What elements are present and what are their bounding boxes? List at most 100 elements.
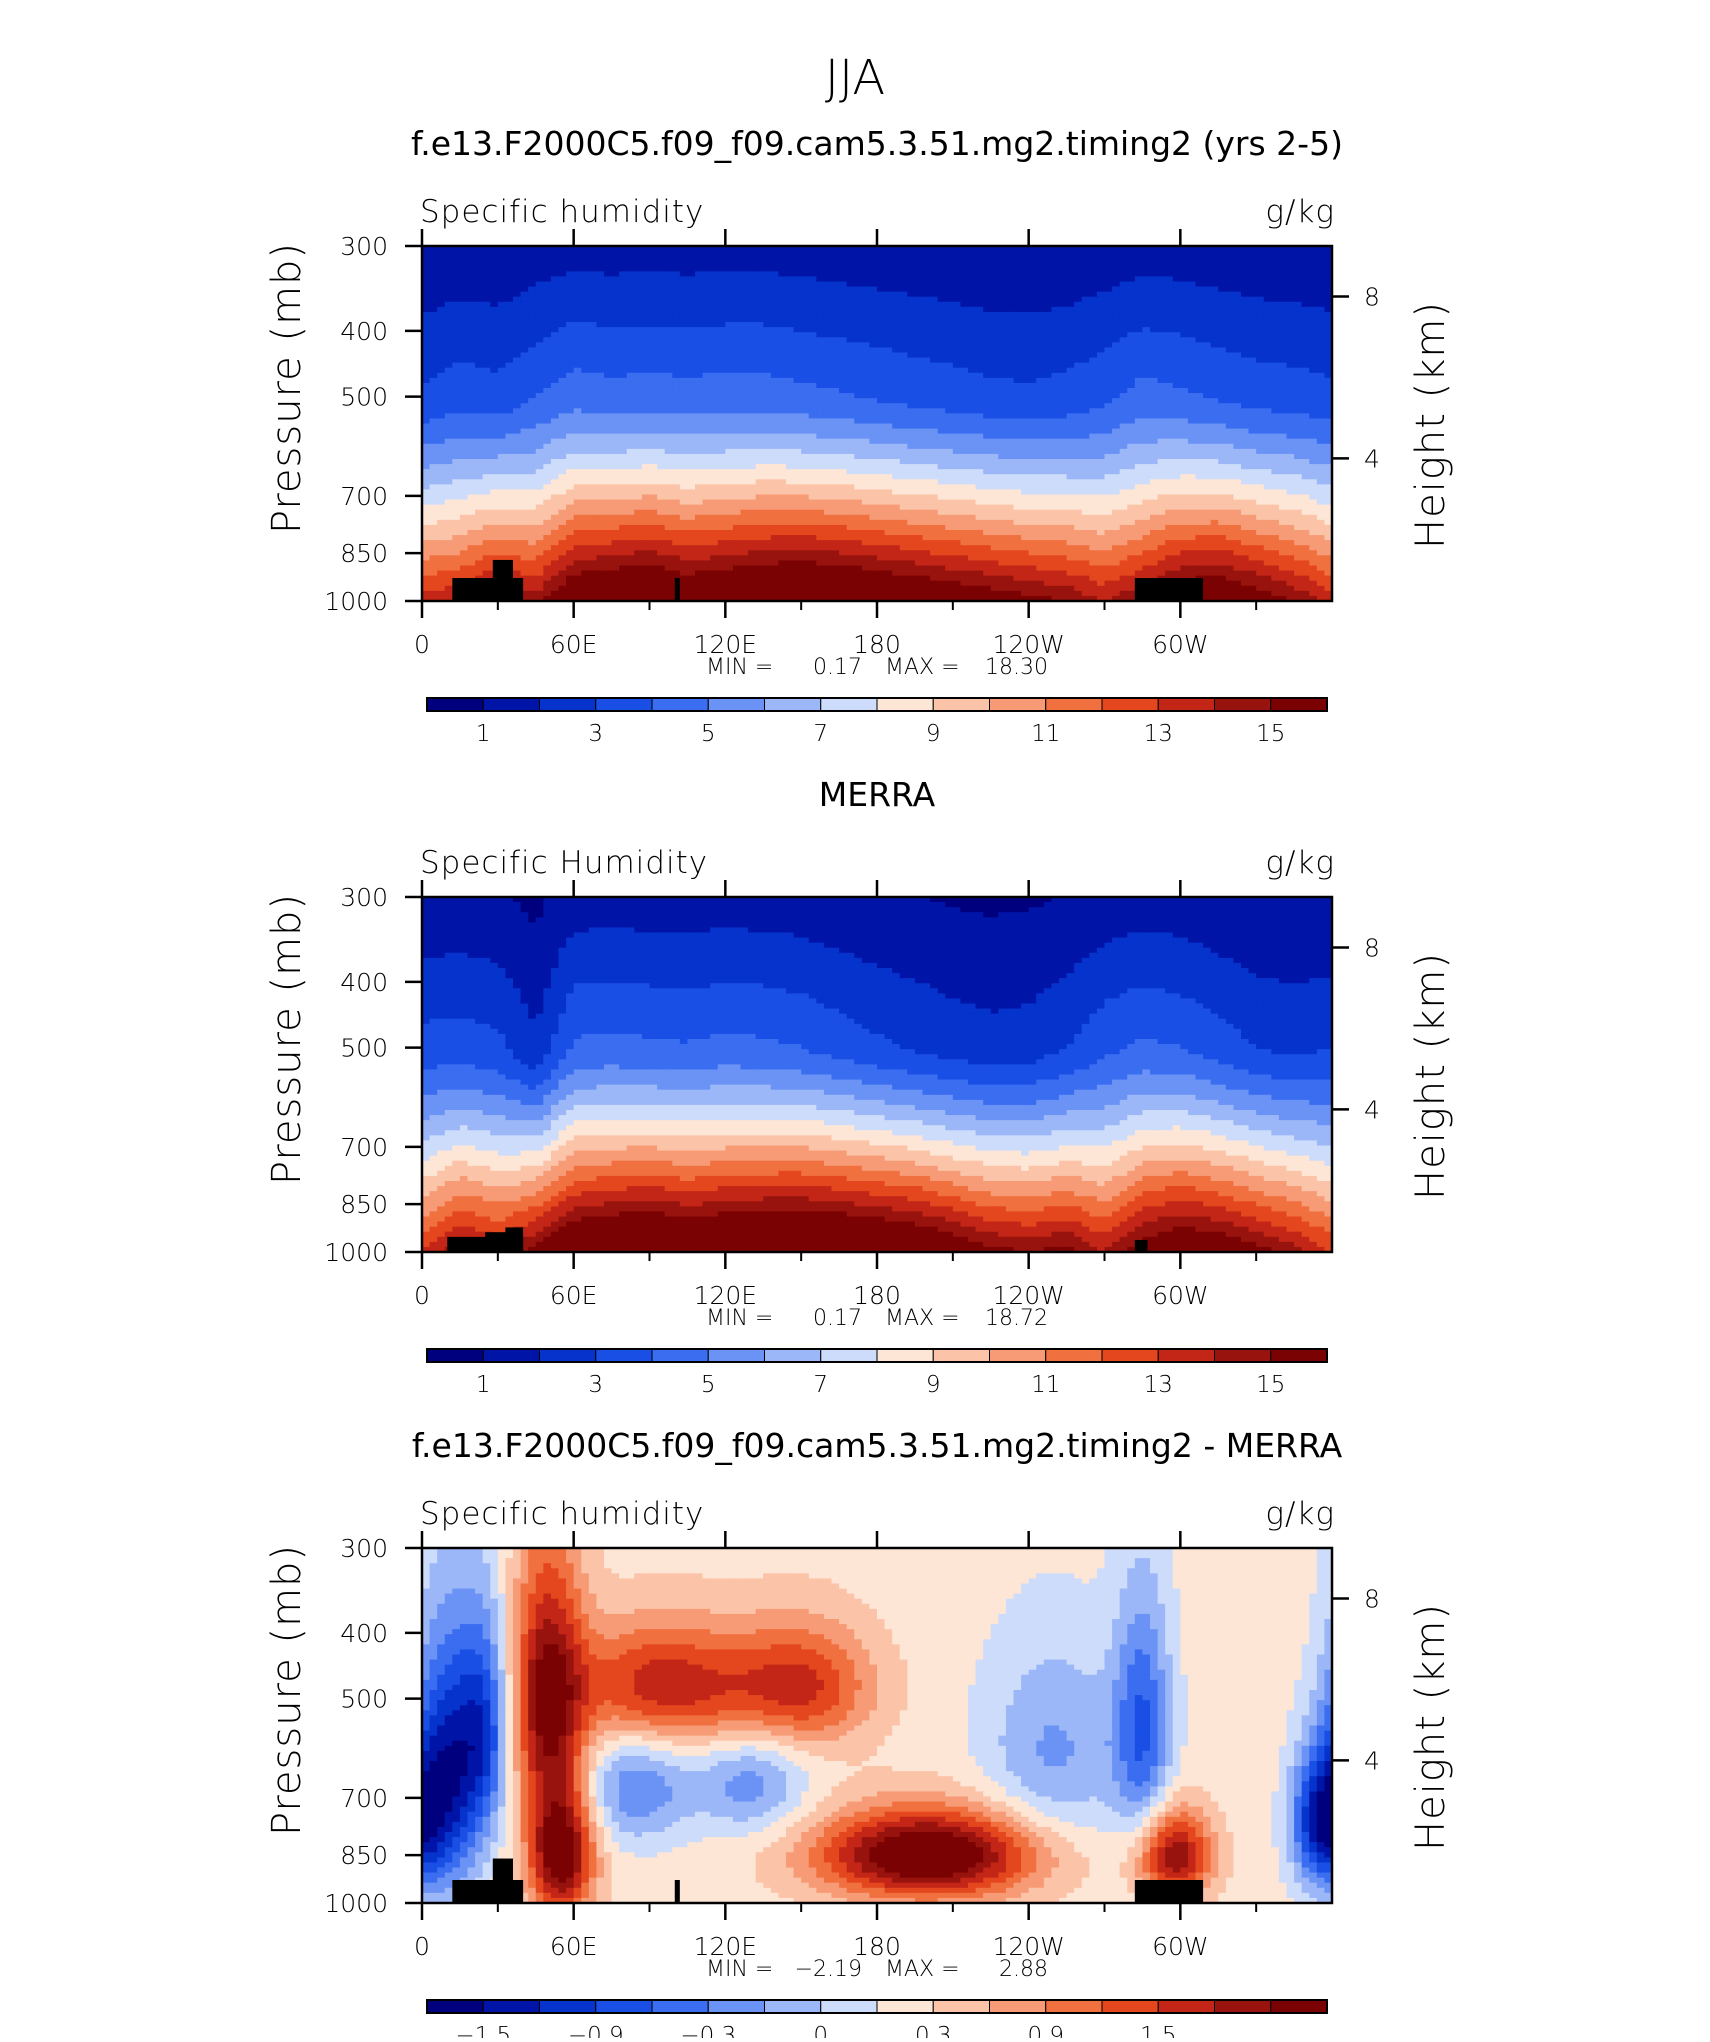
field-cell [650, 434, 658, 440]
field-cell [589, 302, 597, 308]
field-cell [521, 358, 529, 364]
field-cell [877, 322, 885, 328]
field-cell [892, 413, 900, 419]
field-cell [452, 256, 460, 262]
field-cell [1014, 332, 1022, 338]
field-cell [703, 368, 711, 374]
field-cell [612, 449, 620, 455]
field-cell [801, 383, 809, 389]
field-cell [657, 449, 665, 455]
field-cell [596, 368, 604, 374]
field-cell [1196, 251, 1204, 257]
field-cell [650, 373, 658, 379]
field-cell [733, 292, 741, 298]
field-cell [1105, 317, 1113, 323]
field-cell [1173, 347, 1181, 353]
field-cell [1317, 393, 1325, 399]
field-cell [1309, 307, 1317, 313]
field-cell [862, 297, 870, 303]
field-cell [1142, 434, 1150, 440]
field-cell [687, 297, 695, 303]
field-cell [1051, 271, 1059, 277]
field-cell [930, 302, 938, 308]
field-cell [991, 444, 999, 450]
field-cell [505, 307, 513, 313]
field-cell [1302, 383, 1310, 389]
field-cell [976, 332, 984, 338]
field-cell [960, 368, 968, 374]
field-cell [725, 439, 733, 445]
field-cell [983, 292, 991, 298]
field-cell [452, 337, 460, 343]
field-cell [945, 368, 953, 374]
field-cell [945, 256, 953, 262]
field-cell [634, 413, 642, 419]
field-cell [490, 373, 498, 379]
field-cell [612, 282, 620, 288]
field-cell [1135, 256, 1143, 262]
field-cell [483, 307, 491, 313]
field-cell [1233, 403, 1241, 409]
field-cell [650, 282, 658, 288]
field-cell [847, 373, 855, 379]
field-cell [839, 418, 847, 424]
field-cell [452, 418, 460, 424]
field-cell [1029, 282, 1037, 288]
field-cell [1021, 251, 1029, 257]
field-cell [551, 256, 559, 262]
field-cell [809, 449, 817, 455]
field-cell [1165, 317, 1173, 323]
field-cell [687, 251, 695, 257]
field-cell [1014, 434, 1022, 440]
field-cell [1241, 342, 1249, 348]
field-cell [771, 251, 779, 257]
field-cell [1226, 251, 1234, 257]
field-cell [930, 282, 938, 288]
field-cell [1211, 393, 1219, 399]
field-cell [1105, 353, 1113, 359]
field-cell [960, 378, 968, 384]
field-cell [1196, 266, 1204, 272]
field-cell [566, 261, 574, 267]
field-cell [869, 373, 877, 379]
field-cell [672, 297, 680, 303]
field-cell [1044, 368, 1052, 374]
field-cell [551, 282, 559, 288]
field-cell [892, 363, 900, 369]
field-cell [938, 292, 946, 298]
field-cell [885, 403, 893, 409]
field-cell [1241, 276, 1249, 282]
field-cell [998, 373, 1006, 379]
field-cell [612, 332, 620, 338]
field-cell [1271, 403, 1279, 409]
field-cell [1294, 271, 1302, 277]
field-cell [437, 342, 445, 348]
field-cell [574, 282, 582, 288]
field-cell [801, 449, 809, 455]
field-cell [430, 429, 438, 435]
field-cell [1302, 287, 1310, 293]
field-cell [733, 276, 741, 282]
field-cell [733, 302, 741, 308]
field-cell [756, 347, 764, 353]
field-cell [1196, 297, 1204, 303]
field-cell [596, 373, 604, 379]
field-cell [1241, 337, 1249, 343]
field-cell [763, 368, 771, 374]
field-cell [619, 312, 627, 318]
field-cell [1051, 449, 1059, 455]
field-cell [1097, 408, 1105, 414]
field-cell [596, 347, 604, 353]
field-cell [1203, 449, 1211, 455]
field-cell [589, 398, 597, 404]
field-cell [907, 276, 915, 282]
field-cell [923, 337, 931, 343]
field-cell [1006, 424, 1014, 430]
field-cell [907, 266, 915, 272]
field-cell [619, 408, 627, 414]
field-cell [983, 398, 991, 404]
field-cell [862, 312, 870, 318]
field-cell [1142, 256, 1150, 262]
field-cell [1150, 429, 1158, 435]
field-cell [915, 276, 923, 282]
